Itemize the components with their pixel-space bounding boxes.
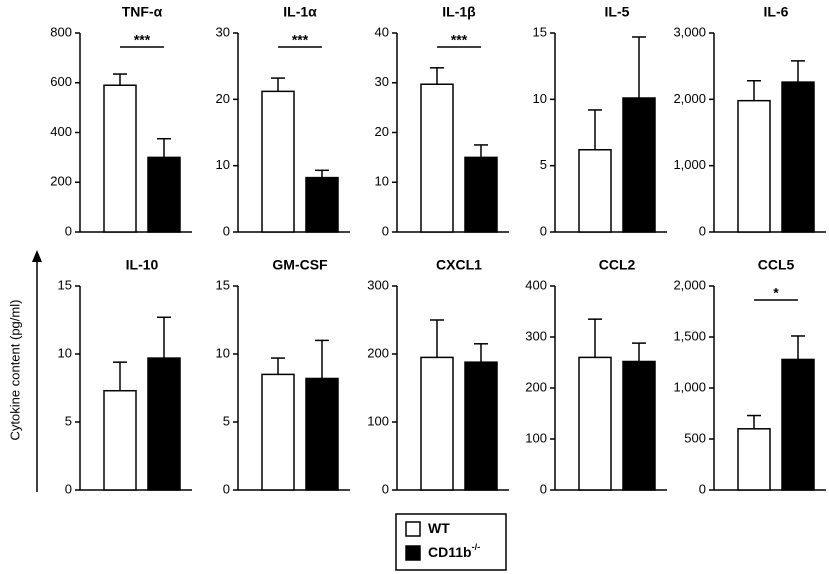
y-tick-label: 0 xyxy=(699,481,706,496)
y-tick-label: 2,000 xyxy=(673,277,706,292)
y-tick-label: 30 xyxy=(375,74,389,89)
y-tick-label: 0 xyxy=(65,481,72,496)
y-tick-label: 10 xyxy=(58,345,72,360)
y-tick-label: 5 xyxy=(65,413,72,428)
y-tick-label: 1,500 xyxy=(673,328,706,343)
chart-title: TNF-α xyxy=(122,4,163,20)
y-tick-label: 0 xyxy=(540,481,547,496)
bar xyxy=(737,428,771,491)
y-tick-label: 200 xyxy=(50,174,72,189)
y-tick-label: 30 xyxy=(216,24,230,39)
bar xyxy=(464,361,498,491)
y-tick-label: 10 xyxy=(375,174,389,189)
chart-title: IL-10 xyxy=(126,257,159,273)
y-tick-label: 15 xyxy=(216,277,230,292)
significance-label: * xyxy=(773,285,779,301)
legend-label: WT xyxy=(428,520,450,536)
bar xyxy=(261,90,295,233)
y-tick-label: 15 xyxy=(533,24,547,39)
y-tick-label: 0 xyxy=(699,223,706,238)
legend-swatch xyxy=(405,545,421,561)
significance-label: *** xyxy=(292,32,309,48)
legend-label: CD11b-/- xyxy=(428,542,480,559)
bar xyxy=(103,389,137,491)
y-tick-label: 300 xyxy=(525,328,547,343)
y-tick-label: 40 xyxy=(375,24,389,39)
legend-name: WT xyxy=(428,520,450,536)
y-tick-label: 10 xyxy=(533,91,547,106)
significance-label: *** xyxy=(134,32,151,48)
chart-title: GM-CSF xyxy=(272,257,328,273)
bar xyxy=(147,156,181,233)
y-tick-label: 5 xyxy=(223,413,230,428)
bar xyxy=(781,358,815,491)
y-tick-label: 500 xyxy=(684,430,706,445)
chart-title: CCL2 xyxy=(599,257,636,273)
y-tick-label: 0 xyxy=(65,223,72,238)
y-tick-label: 3,000 xyxy=(673,24,706,39)
bar xyxy=(147,357,181,491)
y-tick-label: 2,000 xyxy=(673,91,706,106)
y-tick-label: 1,000 xyxy=(673,157,706,172)
chart-title: IL-6 xyxy=(764,4,789,20)
legend-box xyxy=(395,513,507,571)
y-tick-label: 200 xyxy=(525,379,547,394)
y-tick-label: 20 xyxy=(375,124,389,139)
y-tick-label: 400 xyxy=(525,277,547,292)
y-tick-label: 1,000 xyxy=(673,379,706,394)
chart-title: CCL5 xyxy=(758,257,795,273)
legend-swatch xyxy=(405,521,421,537)
y-tick-label: 0 xyxy=(382,481,389,496)
y-tick-label: 300 xyxy=(367,277,389,292)
y-tick-label: 600 xyxy=(50,74,72,89)
bar xyxy=(578,356,612,491)
y-tick-label: 0 xyxy=(540,223,547,238)
y-tick-label: 200 xyxy=(367,345,389,360)
y-tick-label: 0 xyxy=(382,223,389,238)
chart-title: IL-1β xyxy=(442,4,476,20)
chart-title: IL-1α xyxy=(283,4,317,20)
y-tick-label: 800 xyxy=(50,24,72,39)
y-tick-label: 20 xyxy=(216,91,230,106)
y-axis-label: Cytokine content (pg/ml) xyxy=(7,300,22,441)
bar xyxy=(464,156,498,233)
arrow-head xyxy=(32,250,42,262)
y-tick-label: 10 xyxy=(216,157,230,172)
bar xyxy=(103,84,137,233)
bar xyxy=(305,176,339,233)
significance-label: *** xyxy=(451,32,468,48)
y-tick-label: 5 xyxy=(540,157,547,172)
bar xyxy=(420,83,454,233)
y-tick-label: 0 xyxy=(223,481,230,496)
y-tick-label: 10 xyxy=(216,345,230,360)
bar xyxy=(578,148,612,233)
y-tick-label: 0 xyxy=(223,223,230,238)
bar xyxy=(261,373,295,491)
bar xyxy=(781,81,815,233)
chart-title: IL-5 xyxy=(605,4,630,20)
bar xyxy=(622,360,656,491)
bar xyxy=(737,99,771,233)
y-tick-label: 400 xyxy=(50,124,72,139)
y-tick-label: 100 xyxy=(367,413,389,428)
bar xyxy=(420,356,454,491)
bar xyxy=(305,377,339,491)
chart-title: CXCL1 xyxy=(436,257,482,273)
y-tick-label: 100 xyxy=(525,430,547,445)
bar xyxy=(622,97,656,233)
legend-sup: -/- xyxy=(472,542,481,552)
legend-name: CD11b xyxy=(428,544,472,560)
y-tick-label: 15 xyxy=(58,277,72,292)
